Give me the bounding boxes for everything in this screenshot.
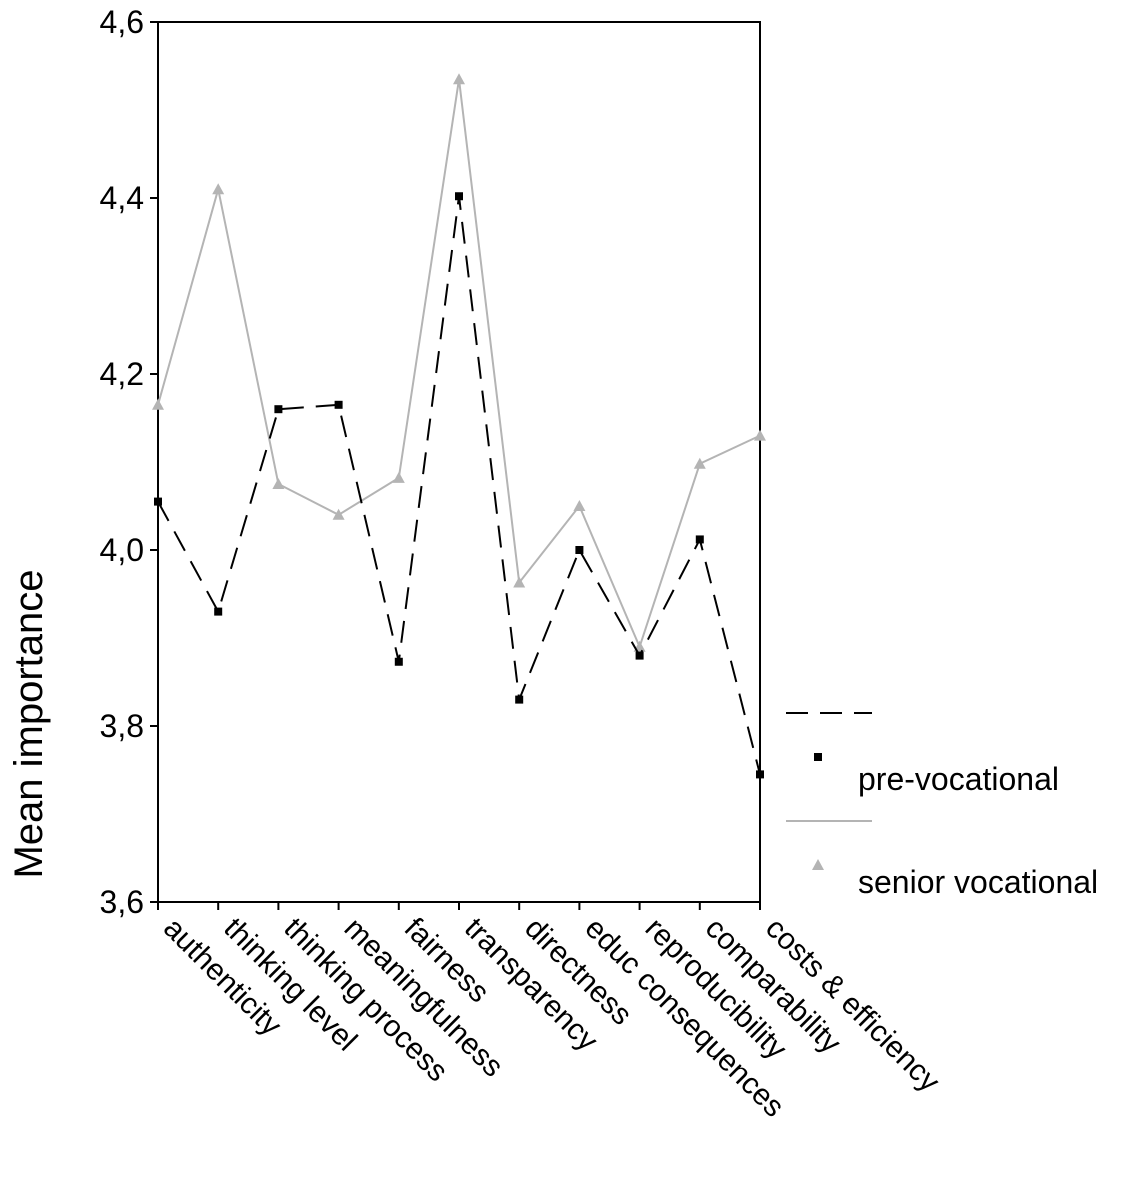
y-tick-label: 4,4 (100, 180, 144, 216)
data-point-triangle (152, 398, 164, 410)
plot-area (157, 21, 761, 903)
series-line (157, 79, 761, 650)
data-point-square (394, 657, 403, 666)
data-point-square (334, 400, 343, 409)
data-point-triangle (453, 73, 465, 85)
y-axis: 3,6 3,8 4,0 4,2 4,4 4,6 (100, 4, 158, 920)
series-line (157, 196, 761, 775)
y-tick-label: 4,0 (100, 532, 144, 568)
data-point-triangle (392, 471, 405, 483)
data-point-triangle (513, 576, 526, 588)
series-layer (152, 73, 766, 779)
data-point-square (635, 651, 644, 660)
data-point-square (756, 770, 764, 779)
legend-item: pre-vocational (786, 712, 1059, 797)
series-pre-vocational (154, 192, 764, 779)
data-point-triangle (332, 508, 345, 520)
data-point-triangle (693, 457, 706, 469)
legend-label: senior vocational (858, 864, 1098, 900)
legend-item: senior vocational (786, 820, 1098, 900)
data-point-square (154, 497, 162, 506)
y-tick-label: 3,6 (100, 884, 144, 920)
data-point-triangle (573, 500, 586, 511)
data-point-triangle (212, 183, 225, 195)
data-point-square (455, 192, 463, 201)
legend: pre-vocational senior vocational (786, 712, 1098, 900)
data-point-square (814, 753, 822, 761)
legend-label: pre-vocational (858, 761, 1059, 797)
series-senior-vocational (152, 73, 766, 652)
y-tick-label: 4,6 (100, 4, 144, 40)
data-point-triangle (812, 859, 824, 870)
data-point-triangle (272, 478, 285, 489)
y-tick-label: 4,2 (100, 356, 144, 392)
data-point-square (515, 695, 524, 704)
data-point-triangle (754, 429, 766, 441)
data-point-square (214, 607, 223, 616)
y-axis-title: Mean importance (7, 569, 51, 878)
y-tick-label: 3,8 (100, 708, 144, 744)
data-point-square (274, 405, 283, 414)
data-point-square (695, 535, 704, 544)
plot-border (157, 21, 761, 903)
data-point-square (575, 546, 584, 554)
